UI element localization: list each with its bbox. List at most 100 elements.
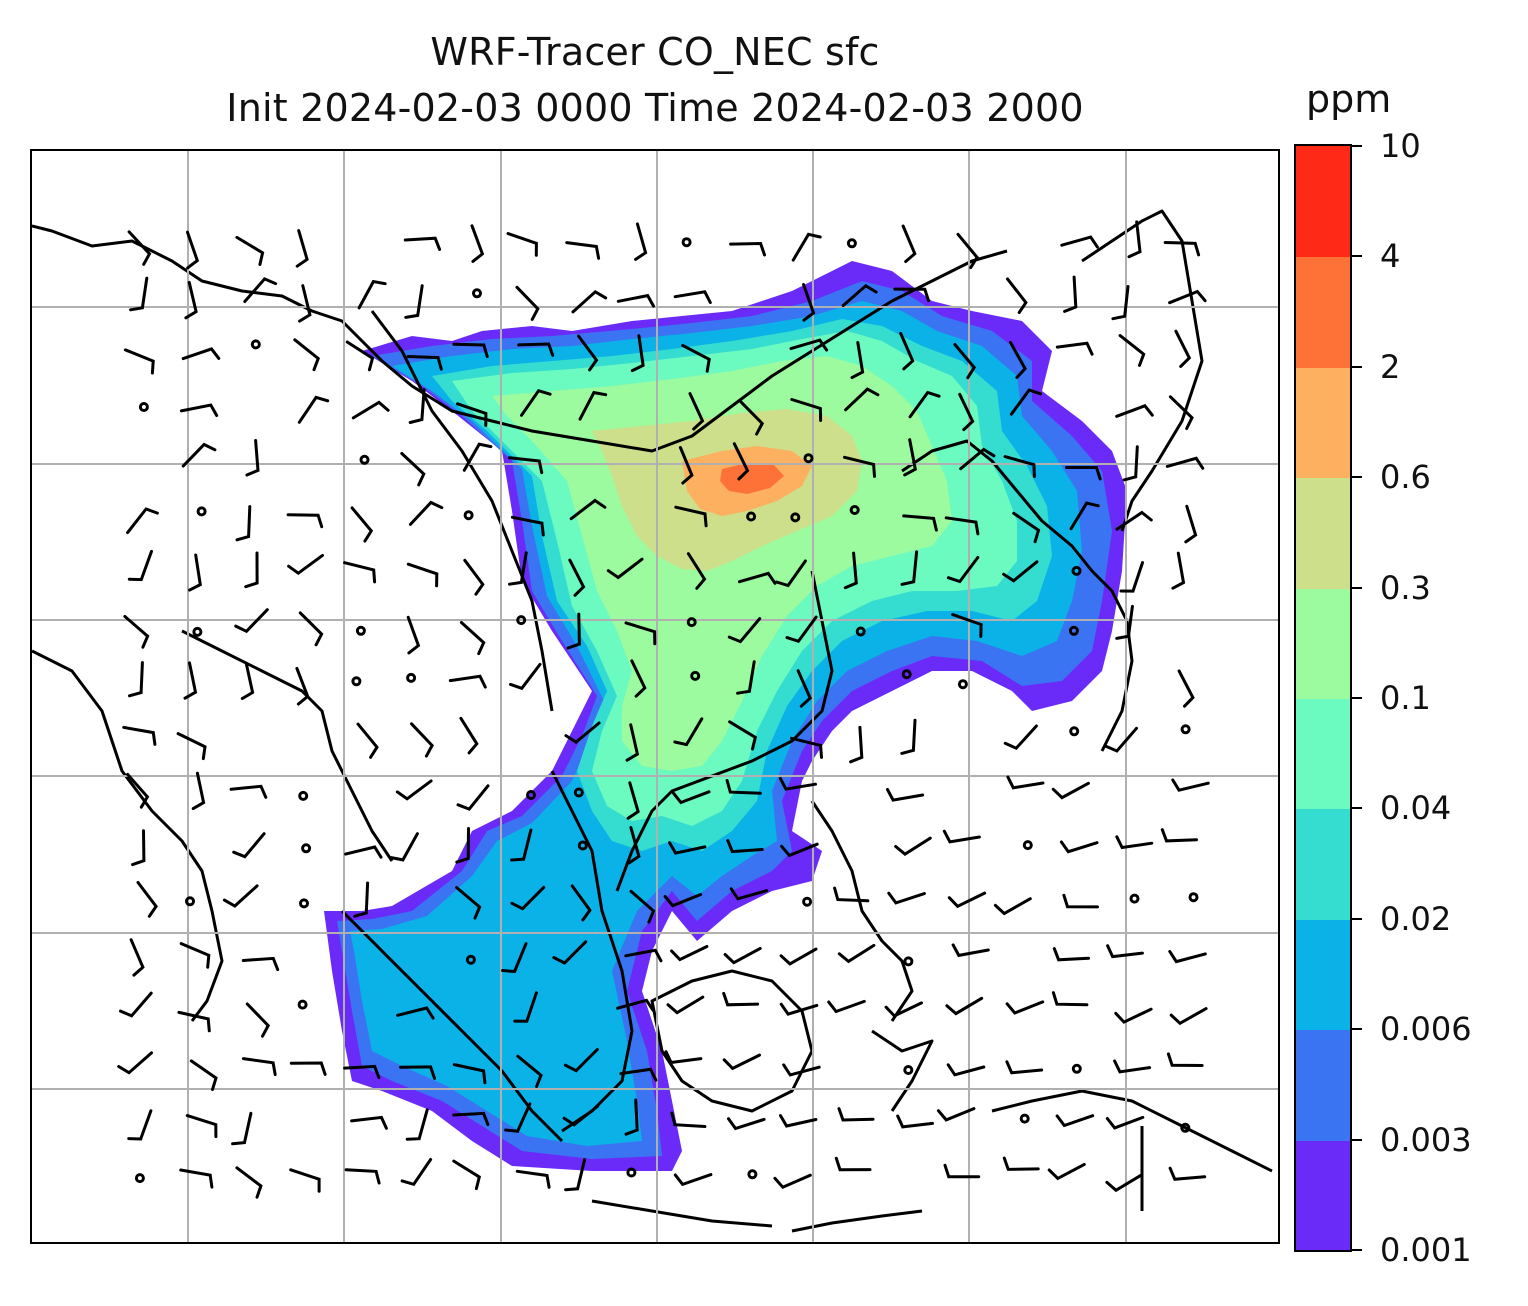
- wind-barb: [568, 558, 586, 597]
- wind-barb: [1115, 404, 1154, 418]
- calm-wind-marker: [1129, 893, 1140, 904]
- wind-barb: [887, 891, 926, 905]
- wind-barb: [1168, 1166, 1207, 1181]
- colorbar-tick: [1352, 917, 1362, 920]
- calm-wind-marker: [359, 454, 370, 465]
- wind-barb: [244, 551, 259, 589]
- wind-barb: [1174, 329, 1192, 368]
- wind-barb: [678, 446, 694, 485]
- wind-barb: [1115, 835, 1154, 850]
- wind-barb: [345, 340, 375, 372]
- calm-wind-marker: [138, 402, 149, 412]
- wind-barb: [350, 1115, 388, 1130]
- calm-wind-marker: [846, 238, 857, 249]
- wind-barb: [222, 884, 259, 908]
- wind-barb: [947, 891, 987, 909]
- wind-barb: [510, 828, 533, 862]
- calm-wind-marker: [301, 843, 312, 854]
- wind-barb: [232, 832, 266, 859]
- wind-barb: [287, 553, 324, 576]
- wind-barb: [671, 790, 711, 805]
- calm-wind-marker: [297, 999, 308, 1010]
- map-panel: [30, 149, 1280, 1244]
- wind-barb: [779, 947, 818, 966]
- wind-barb: [686, 552, 707, 590]
- wind-barb: [884, 1001, 923, 1018]
- wind-barb: [893, 287, 930, 303]
- calm-wind-marker: [626, 1167, 637, 1178]
- calm-wind-marker: [746, 511, 757, 522]
- wind-barb: [625, 723, 640, 762]
- calm-wind-marker: [465, 954, 476, 965]
- colorbar-tick: [1352, 476, 1362, 479]
- wind-barb: [1165, 456, 1205, 470]
- calm-wind-marker: [790, 512, 801, 523]
- wind-barb: [908, 390, 941, 419]
- wind-barb: [1168, 950, 1207, 964]
- wind-barb: [185, 1114, 218, 1139]
- wind-barb: [946, 556, 980, 584]
- wind-barb: [668, 841, 707, 855]
- wind-barb: [1160, 828, 1198, 843]
- wind-barb: [688, 392, 705, 431]
- wind-barb: [131, 829, 146, 867]
- wind-barb: [127, 230, 152, 266]
- wind-barb: [739, 400, 765, 436]
- coastline-japan-east: [1081, 209, 1204, 532]
- wind-barb: [123, 348, 155, 375]
- wind-barb: [293, 338, 320, 372]
- wind-barb: [1052, 947, 1090, 962]
- wind-barb: [1106, 944, 1144, 959]
- wind-barb: [562, 1104, 600, 1127]
- calm-wind-marker: [855, 626, 866, 637]
- wind-barb: [240, 661, 255, 700]
- coastline-sulawesi: [871, 1029, 934, 1112]
- coastline-indochina: [550, 770, 634, 1133]
- wind-barb: [123, 615, 150, 649]
- calm-wind-marker: [686, 617, 697, 628]
- wind-barb: [183, 661, 198, 700]
- wind-barb: [624, 621, 657, 646]
- wind-barb: [1055, 1114, 1095, 1128]
- wind-barb: [791, 232, 822, 262]
- wind-barb: [241, 956, 280, 972]
- wind-barb: [245, 439, 260, 477]
- map-canvas: [32, 151, 1278, 1242]
- wind-barb: [1104, 726, 1138, 753]
- wind-barb: [506, 232, 538, 257]
- wind-barb: [626, 781, 640, 820]
- wind-barb: [128, 661, 144, 698]
- wind-barb: [350, 506, 374, 543]
- calm-wind-marker: [196, 506, 207, 517]
- wind-barb: [563, 1048, 599, 1073]
- wind-barb: [126, 507, 159, 535]
- wind-barb: [634, 222, 648, 261]
- wind-barb: [944, 516, 980, 536]
- wind-barb: [1163, 241, 1201, 257]
- wind-barb: [1059, 840, 1099, 854]
- calm-wind-marker: [516, 615, 527, 626]
- coastline-java: [591, 1199, 773, 1228]
- colorbar-tick-label: 0.3: [1380, 568, 1431, 607]
- wind-barb: [902, 514, 938, 532]
- wind-barb: [515, 1169, 551, 1189]
- calm-wind-marker: [849, 505, 860, 515]
- wind-barb: [513, 991, 538, 1023]
- calm-wind-marker: [134, 1173, 145, 1184]
- wind-barb: [410, 722, 434, 758]
- wind-barb: [951, 943, 990, 958]
- wind-barb: [833, 886, 870, 903]
- wind-barb: [343, 1064, 381, 1080]
- wind-barb: [737, 571, 777, 585]
- wind-barb: [1118, 334, 1146, 367]
- wind-barb: [942, 829, 981, 844]
- calm-wind-marker: [1022, 840, 1033, 851]
- wind-barb: [343, 561, 377, 584]
- calm-wind-marker: [1180, 724, 1191, 735]
- wind-barb: [470, 224, 485, 263]
- wind-barb: [896, 1114, 934, 1129]
- wind-barb: [1115, 510, 1153, 531]
- colorbar-segment: [1296, 698, 1350, 810]
- wind-barb: [1009, 388, 1043, 416]
- wind-barb: [1005, 1000, 1045, 1015]
